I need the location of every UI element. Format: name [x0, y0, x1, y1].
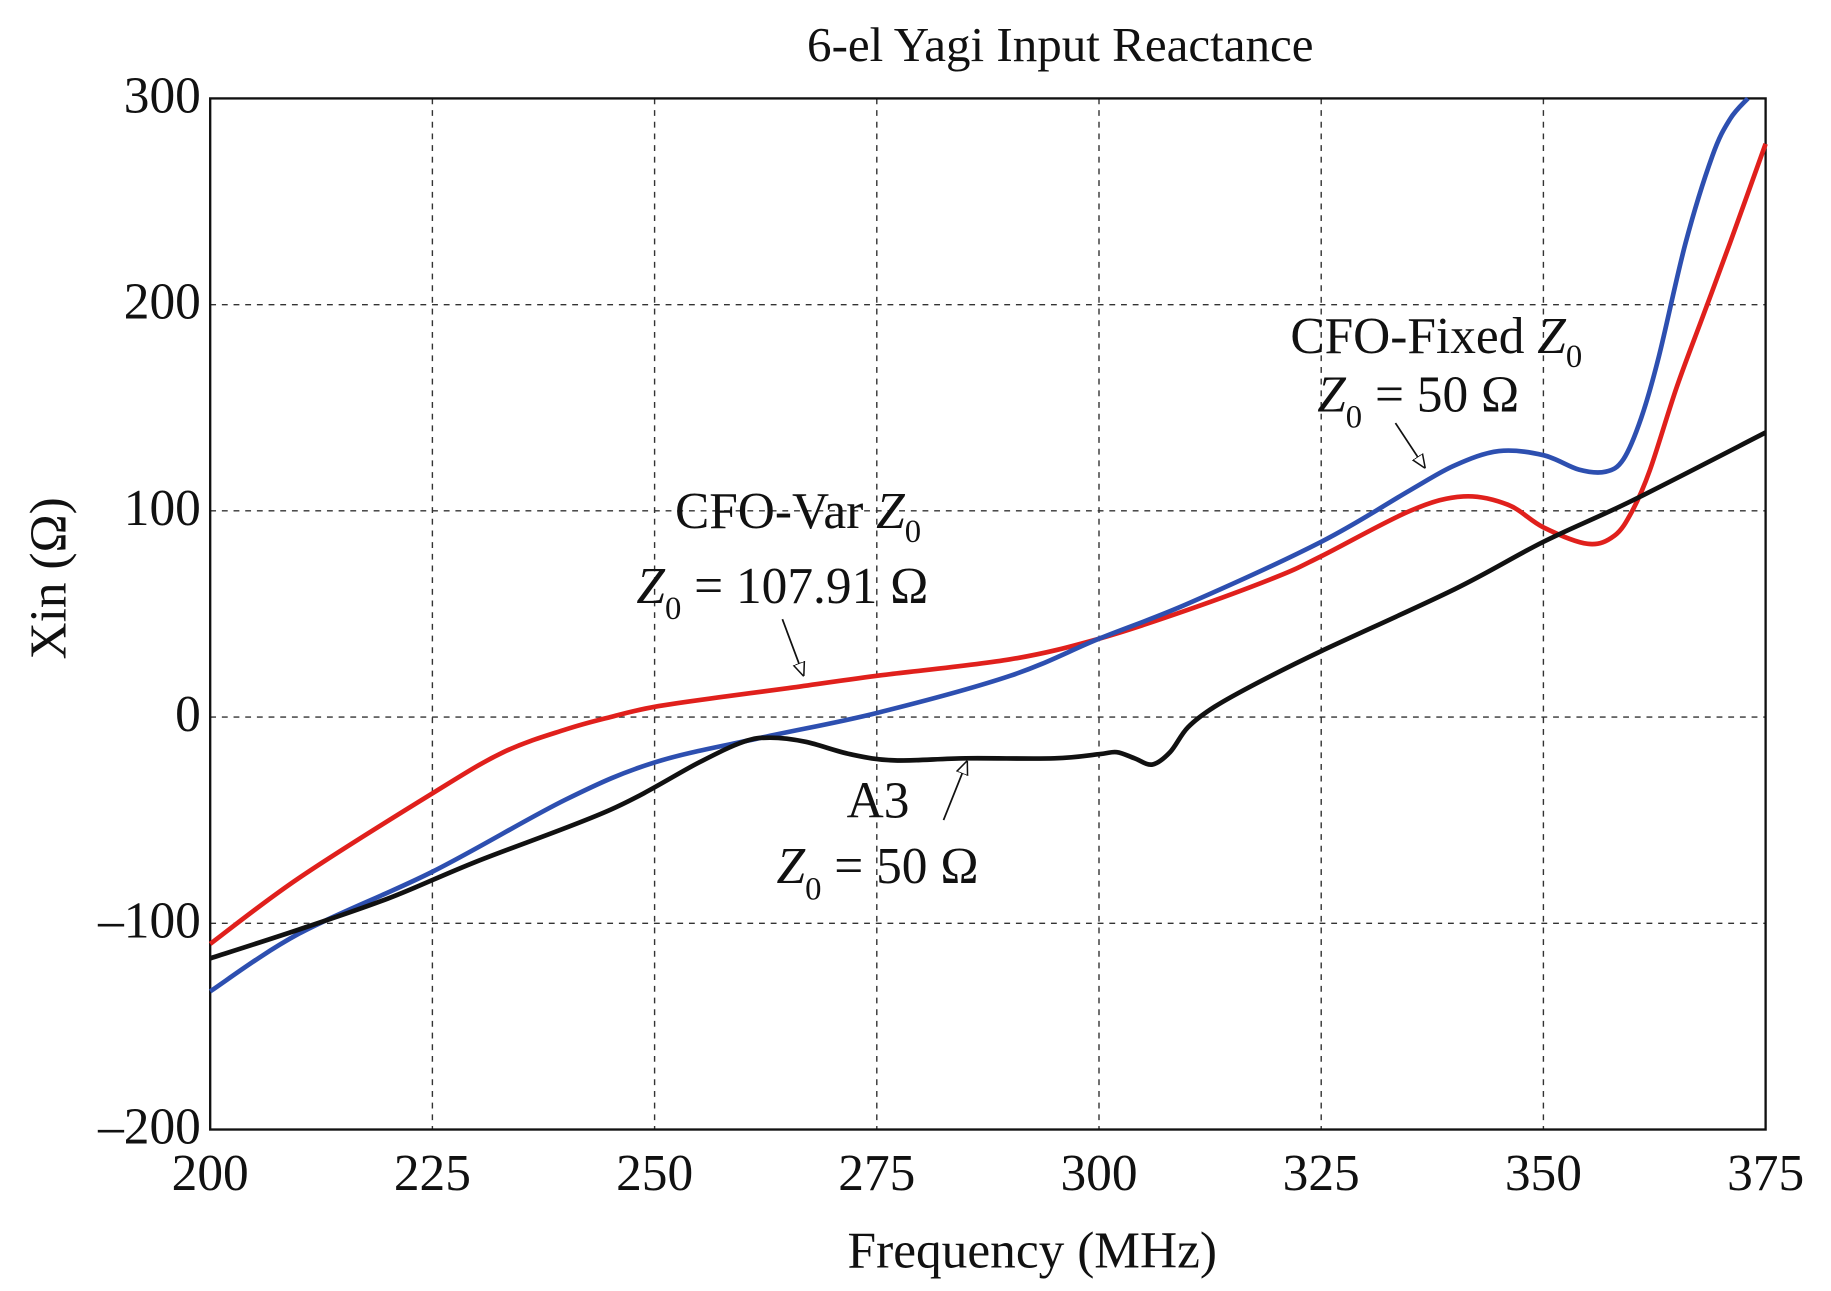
annotation-a3-value: = 50 Ω: [821, 838, 978, 895]
svg-text:Z0 = 50 Ω: Z0 = 50 Ω: [1317, 366, 1519, 435]
x-axis-label: Frequency (MHz): [848, 1222, 1217, 1279]
annotation-cfo-var-arrow: [781, 618, 803, 675]
annotation-cfo-fixed-name: CFO-Fixed: [1290, 308, 1537, 365]
tick-labels: 200 225 250 275 300 325 350 375 300 200 100 0 –100 –2…: [97, 67, 1804, 1202]
series-line-cfo-var: [208, 142, 1768, 946]
x-tick-label: 250: [616, 1145, 693, 1202]
annotation-a3-name: A3: [847, 773, 910, 830]
x-tick-label: 275: [838, 1145, 915, 1202]
series-line-cfo-fixed: [208, 96, 1750, 994]
annotation-cfo-fixed-sub2: 0: [1346, 400, 1362, 436]
annotation-cfo-var-sub2: 0: [665, 591, 681, 627]
x-tick-label: 375: [1727, 1145, 1804, 1202]
x-tick-label: 325: [1283, 1145, 1360, 1202]
annotation-cfo-var-z2: Z: [636, 558, 665, 615]
x-tick-label: 300: [1060, 1145, 1137, 1202]
annotation-cfo-fixed-sub: 0: [1566, 339, 1582, 375]
svg-text:CFO-Fixed Z0: CFO-Fixed Z0: [1290, 308, 1582, 375]
annotation-cfo-fixed-z2: Z: [1317, 366, 1346, 423]
grid: [210, 98, 1766, 1130]
y-tick-label: 200: [124, 274, 201, 331]
svg-text:Z0 = 50 Ω: Z0 = 50 Ω: [777, 838, 979, 907]
x-tick-label: 350: [1505, 1145, 1582, 1202]
annotation-a3-z: Z: [777, 838, 806, 895]
annotation-cfo-fixed-z: Z: [1537, 308, 1566, 365]
annotation-cfo-var-name: CFO-Var: [675, 483, 876, 540]
y-tick-label: –100: [97, 892, 201, 949]
x-tick-label: 225: [394, 1145, 471, 1202]
y-tick-label: 300: [124, 67, 201, 124]
y-tick-label: 0: [175, 686, 201, 743]
series-lines: [208, 96, 1768, 994]
annotation-cfo-var-z: Z: [876, 483, 905, 540]
svg-text:Z0 = 107.91 Ω: Z0 = 107.91 Ω: [636, 558, 928, 627]
svg-text:CFO-Var Z0: CFO-Var Z0: [675, 483, 921, 550]
plot-frame: [209, 97, 1767, 1131]
annotation-cfo-fixed-value: = 50 Ω: [1362, 366, 1519, 423]
annotation-cfo-var-sub: 0: [905, 514, 921, 550]
y-tick-label: 100: [124, 480, 201, 537]
annotation-cfo-fixed-arrow: [1394, 422, 1424, 467]
chart-title: 6-el Yagi Input Reactance: [807, 17, 1313, 72]
x-tick-label: 200: [172, 1145, 249, 1202]
annotation-a3-sub: 0: [805, 871, 821, 907]
y-axis-label: Xin (Ω): [20, 497, 77, 659]
annotation-cfo-var-value: = 107.91 Ω: [681, 558, 928, 615]
series-line-a3: [209, 430, 1767, 961]
annotation-a3: A3 Z0 = 50 Ω: [777, 762, 979, 907]
annotation-cfo-var: CFO-Var Z0 Z0 = 107.91 Ω: [636, 483, 928, 675]
annotation-a3-arrow: [942, 762, 967, 821]
y-tick-label: –200: [97, 1099, 201, 1156]
annotation-cfo-fixed: CFO-Fixed Z0 Z0 = 50 Ω: [1290, 308, 1582, 467]
